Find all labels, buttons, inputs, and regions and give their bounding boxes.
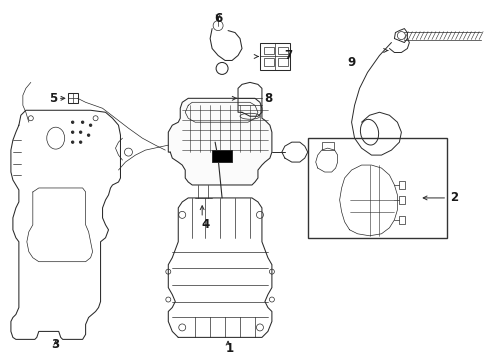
- Bar: [399, 216, 405, 224]
- Circle shape: [71, 121, 74, 123]
- Bar: [264, 46, 273, 54]
- Polygon shape: [168, 98, 271, 185]
- Bar: [67, 93, 78, 103]
- Bar: [399, 181, 405, 189]
- Bar: [321, 142, 333, 150]
- Bar: [277, 58, 287, 67]
- Text: 2: 2: [449, 192, 457, 204]
- Bar: [277, 46, 287, 54]
- Bar: [264, 58, 273, 67]
- Text: 5: 5: [48, 92, 57, 105]
- Circle shape: [71, 141, 74, 143]
- Bar: [212, 150, 232, 162]
- Text: 9: 9: [347, 56, 355, 69]
- Circle shape: [81, 121, 83, 123]
- Circle shape: [79, 141, 81, 143]
- Bar: [260, 42, 289, 71]
- Text: 3: 3: [52, 338, 60, 351]
- Circle shape: [87, 134, 90, 136]
- Text: 7: 7: [283, 49, 291, 62]
- Circle shape: [89, 124, 92, 126]
- Text: 4: 4: [201, 218, 209, 231]
- Text: 6: 6: [214, 12, 222, 25]
- Bar: [307, 138, 447, 238]
- Text: 8: 8: [263, 92, 271, 105]
- Circle shape: [79, 131, 81, 134]
- Text: 1: 1: [225, 342, 234, 355]
- Bar: [399, 196, 405, 204]
- Circle shape: [71, 131, 74, 134]
